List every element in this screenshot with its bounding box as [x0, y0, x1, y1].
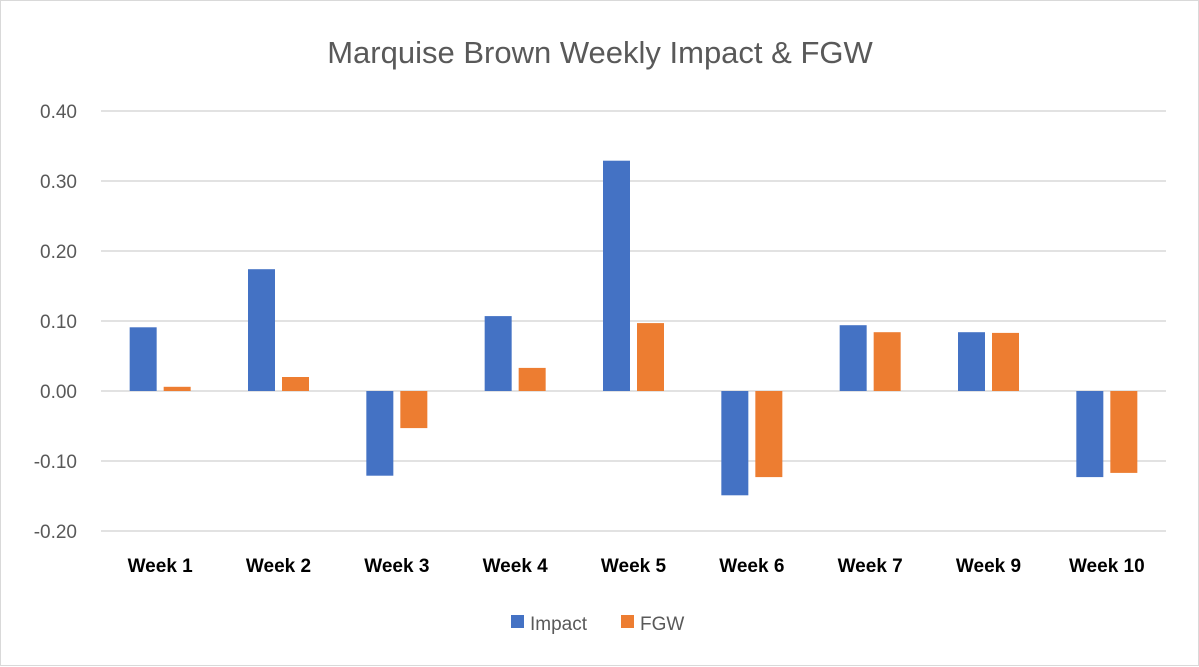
bar-impact-week-3 [366, 391, 394, 476]
bar-fgw-week-1 [163, 386, 191, 391]
bar-impact-week-10 [1076, 391, 1104, 478]
bar-impact-week-1 [129, 327, 157, 391]
bar-fgw-week-6 [755, 391, 783, 478]
x-tick-label: Week 2 [246, 556, 311, 577]
x-tick-label: Week 4 [483, 556, 549, 577]
bar-fgw-week-4 [518, 367, 546, 391]
y-tick-label: 0.10 [40, 312, 77, 333]
bar-fgw-week-3 [400, 391, 428, 429]
bar-impact-week-5 [603, 160, 630, 391]
bar-fgw-week-10 [1110, 391, 1138, 473]
x-tick-label: Week 6 [719, 556, 784, 577]
chart-title: Marquise Brown Weekly Impact & FGW [327, 35, 873, 70]
legend-swatch-impact [511, 615, 524, 628]
y-tick-label: -0.20 [34, 522, 77, 543]
y-tick-label: 0.00 [40, 382, 77, 403]
legend-swatch-fgw [621, 615, 634, 628]
bar-impact-week-4 [484, 316, 512, 391]
bar-impact-week-2 [248, 269, 275, 391]
y-tick-label: 0.30 [40, 172, 77, 193]
bar-impact-week-7 [839, 325, 867, 391]
x-tick-label: Week 9 [956, 556, 1021, 577]
y-tick-label: 0.40 [40, 102, 77, 123]
bar-fgw-week-7 [873, 332, 901, 391]
legend-label-fgw: FGW [640, 614, 684, 635]
legend-label-impact: Impact [530, 614, 588, 635]
bar-impact-week-6 [721, 391, 749, 496]
x-tick-label: Week 1 [128, 556, 194, 577]
x-tick-label: Week 7 [838, 556, 903, 577]
x-tick-label: Week 5 [601, 556, 667, 577]
y-tick-label: 0.20 [40, 242, 77, 263]
bar-fgw-week-2 [282, 377, 309, 391]
bar-fgw-week-5 [637, 323, 664, 391]
y-tick-label: -0.10 [34, 452, 77, 473]
x-tick-label: Week 3 [364, 556, 429, 577]
bar-impact-week-9 [958, 332, 985, 391]
bar-fgw-week-9 [992, 332, 1019, 391]
x-tick-label: Week 10 [1069, 556, 1145, 577]
